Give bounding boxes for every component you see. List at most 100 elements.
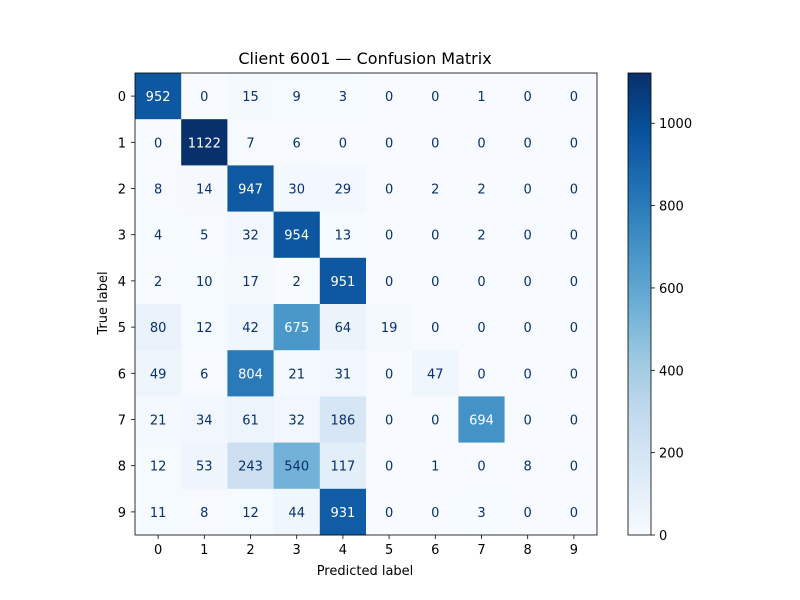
heatmap-cell [550, 257, 598, 305]
cell-value-label: 53 [196, 460, 213, 475]
heatmap-cell [550, 442, 598, 490]
cell-value-label: 0 [570, 229, 578, 244]
heatmap-cell [273, 257, 321, 305]
heatmap-cell [458, 488, 505, 536]
heatmap-cell [319, 73, 367, 120]
heatmap-cell [412, 165, 459, 212]
heatmap-cell [319, 165, 367, 212]
cell-value-label: 32 [288, 414, 305, 429]
cell-value-label: 4 [154, 229, 162, 244]
heatmap-cell [504, 350, 552, 397]
cell-value-label: 0 [431, 90, 439, 105]
cell-value-label: 10 [196, 275, 213, 290]
heatmap-cell [135, 73, 182, 120]
heatmap-cell [227, 257, 274, 305]
heatmap-cell [135, 488, 182, 536]
cell-value-label: 0 [431, 506, 439, 521]
x-tick-label: 9 [570, 543, 578, 558]
cell-value-label: 0 [477, 321, 485, 336]
cell-value-label: 0 [570, 275, 578, 290]
heatmap-cell [273, 119, 321, 166]
cell-value-label: 0 [154, 136, 162, 151]
cell-value-label: 0 [570, 183, 578, 198]
cell-value-label: 804 [238, 367, 263, 382]
x-tick-label: 7 [477, 543, 485, 558]
cell-value-label: 0 [570, 506, 578, 521]
cell-value-label: 15 [242, 90, 259, 105]
cell-value-label: 0 [477, 275, 485, 290]
heatmap-cell [273, 350, 321, 397]
cell-value-label: 61 [242, 414, 259, 429]
heatmap-cell [181, 396, 228, 443]
cell-value-label: 0 [524, 275, 532, 290]
x-tick-label: 3 [293, 543, 301, 558]
heatmap-cell [504, 304, 552, 351]
heatmap-plot: 952 0 15 9 3 0 0 1 0 00 1122 7 6 0 0 0 0 0 08 14 947 30 29 0 2 2 0… [118, 72, 598, 558]
cell-value-label: 0 [431, 275, 439, 290]
heatmap-cell [458, 119, 505, 166]
heatmap-cell [181, 211, 228, 259]
cell-value-label: 5 [200, 229, 208, 244]
cell-value-label: 8 [200, 506, 208, 521]
heatmap-cell [273, 396, 321, 443]
cell-value-label: 0 [570, 367, 578, 382]
cell-value-label: 117 [330, 460, 355, 475]
heatmap-cell [227, 396, 274, 443]
heatmap-cell [550, 73, 598, 120]
heatmap-cell [366, 119, 413, 166]
cell-value-label: 952 [146, 90, 171, 105]
x-tick-label: 0 [154, 543, 162, 558]
heatmap-cell [550, 165, 598, 212]
cell-value-label: 0 [431, 414, 439, 429]
x-tick-label: 5 [385, 543, 393, 558]
cell-value-label: 21 [150, 414, 167, 429]
heatmap-cell [273, 165, 321, 212]
heatmap-cell [181, 442, 228, 490]
cell-value-label: 12 [150, 460, 167, 475]
heatmap-cell [412, 73, 459, 120]
heatmap-cell [227, 211, 274, 259]
heatmap-cell [504, 119, 552, 166]
heatmap-cell [319, 211, 367, 259]
y-tick-label: 6 [118, 367, 126, 382]
heatmap-cell [504, 257, 552, 305]
cell-value-label: 44 [288, 506, 305, 521]
cell-value-label: 951 [330, 275, 355, 290]
heatmap-cell [135, 396, 182, 443]
heatmap-cell [227, 165, 274, 212]
cell-value-label: 0 [477, 367, 485, 382]
cell-value-label: 954 [284, 229, 309, 244]
heatmap-cell [135, 350, 182, 397]
heatmap-cell [412, 304, 459, 351]
cell-value-label: 2 [154, 275, 162, 290]
colorbar-tick-label: 200 [659, 447, 684, 462]
cell-value-label: 0 [385, 275, 393, 290]
heatmap-cell [227, 304, 274, 351]
cell-value-label: 1 [477, 90, 485, 105]
heatmap-cell [504, 488, 552, 536]
cell-value-label: 6 [293, 136, 301, 151]
heatmap-cell [458, 350, 505, 397]
cell-value-label: 21 [288, 367, 305, 382]
heatmap-cell [135, 165, 182, 212]
heatmap-cell [181, 257, 228, 305]
heatmap-cell [135, 304, 182, 351]
x-tick-label: 4 [339, 543, 347, 558]
cell-value-label: 0 [385, 414, 393, 429]
cell-value-label: 0 [524, 90, 532, 105]
heatmap-cell [458, 165, 505, 212]
cell-value-label: 0 [570, 321, 578, 336]
heatmap-cell [504, 73, 552, 120]
cell-value-label: 49 [150, 367, 167, 382]
y-tick-label: 4 [118, 275, 126, 290]
cell-value-label: 0 [431, 321, 439, 336]
y-axis-label: True label [96, 271, 111, 335]
y-tick-label: 8 [118, 460, 126, 475]
heatmap-cell [319, 257, 367, 305]
colorbar-tick-label: 0 [659, 529, 667, 544]
heatmap-cell [181, 73, 228, 120]
cell-value-label: 0 [524, 367, 532, 382]
heatmap-cell [366, 73, 413, 120]
heatmap-cell [227, 350, 274, 397]
cell-value-label: 47 [427, 367, 444, 382]
